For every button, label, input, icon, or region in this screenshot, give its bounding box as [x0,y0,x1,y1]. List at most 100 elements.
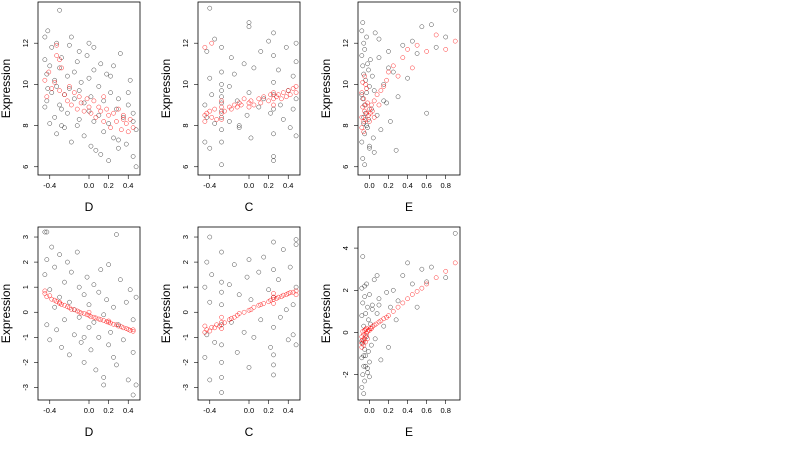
fitted-point [390,63,396,69]
observed-point [278,102,283,108]
observed-point [219,279,224,285]
observed-point [91,119,97,124]
fitted-point [101,119,107,124]
observed-point [127,287,133,293]
observed-point [266,287,271,293]
observed-point [381,82,387,87]
fitted-point [371,98,377,104]
fitted-point [241,309,247,315]
observed-point [57,252,62,257]
fitted-point [414,42,420,48]
fitted-point [76,94,82,100]
observed-point [209,272,215,277]
fitted-point [67,84,72,89]
fitted-point [114,119,119,124]
observed-point [367,374,372,380]
observed-point [44,257,50,262]
y-tick-label: 2 [21,260,30,264]
fitted-point [405,47,410,52]
x-tick-label: 0.2 [263,181,273,190]
observed-point [388,304,393,310]
fitted-point [101,94,107,100]
observed-point [293,237,299,242]
observed-point [42,104,48,110]
x-tick-label: 0.2 [103,181,113,190]
observed-point [378,357,384,363]
fitted-point [84,96,90,102]
fitted-point [202,119,208,124]
fitted-point [71,307,77,313]
fitted-point [54,42,59,48]
x-tick-label: -0.4 [203,181,216,190]
fitted-point [365,100,370,106]
fitted-point [293,90,299,95]
y-tick-label: 4 [341,246,350,250]
observed-point [116,137,121,143]
fitted-point [127,117,133,122]
fitted-points [202,288,299,335]
observed-point [363,363,368,369]
observed-point [54,84,59,89]
observed-point [93,367,99,373]
x-tick-label: -0.4 [43,181,56,190]
fitted-point [222,108,227,114]
observed-point [125,102,131,108]
observed-point [69,34,74,40]
x-tick-label: 0.0 [364,181,374,190]
observed-point [443,275,449,280]
panel-bottom-middle: -0.4 0.0 0.2 0.4 C -3 -2 -1 0 1 2 3 Expression [159,225,320,450]
fitted-point [363,117,368,122]
x-axis-label: C [245,425,254,439]
observed-point [62,317,67,323]
observed-point [409,281,415,287]
observed-point [130,317,136,323]
fitted-points [42,288,136,334]
observed-point [244,274,250,280]
observed-point [359,139,365,145]
observed-point [248,135,254,141]
observed-point [359,92,365,98]
observed-point [287,264,293,270]
observed-point [362,283,368,289]
observed-point [371,277,377,283]
scatter-plot-top-left: -0.4 0.0 0.2 0.4 D 6 8 10 12 Expression [0,1,141,214]
observed-point [361,71,367,77]
observed-point [133,382,139,388]
x-axis-label: E [405,425,413,439]
fitted-point [390,309,396,314]
fitted-point [361,129,367,135]
observed-point [54,40,59,46]
observed-point [367,84,372,89]
x-tick-label: 0.4 [283,406,293,415]
y-axis-label: Expression [159,59,173,118]
plot-frame [357,226,461,401]
y-tick-label: 12 [21,39,30,47]
fitted-point [202,44,208,50]
observed-point [293,242,299,247]
fitted-point [98,108,104,114]
y-tick-label: 12 [181,39,190,47]
observed-point [271,158,276,163]
x-tick-label: 0.2 [263,406,273,415]
fitted-point [271,102,276,108]
observed-point [276,277,281,283]
observed-point [130,392,136,398]
observed-point [96,84,102,89]
observed-point [271,106,276,112]
observed-point [361,323,367,329]
observed-point [241,61,247,67]
observed-point [268,110,273,116]
y-tick-label: 0 [181,310,190,314]
fitted-point [271,294,276,300]
fitted-point [238,102,244,108]
observed-point [364,90,369,95]
fitted-point [207,108,213,114]
observed-point [246,257,252,262]
fitted-point [293,84,299,89]
y-tick-label: 10 [21,80,30,88]
observed-point [390,69,396,75]
observed-point [409,38,415,44]
fitted-point [219,98,224,104]
observed-point [108,329,113,335]
